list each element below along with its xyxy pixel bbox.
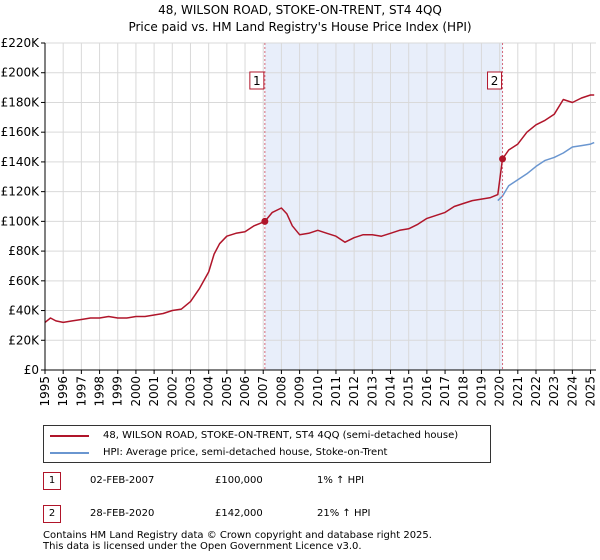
legend-label-property: 48, WILSON ROAD, STOKE-ON-TRENT, ST4 4QQ… xyxy=(103,430,459,441)
x-tick-label: 2006 xyxy=(238,376,252,407)
sale-date-1: 02-FEB-2007 xyxy=(90,475,155,486)
sale-hpi-change-2: 21% ↑ HPI xyxy=(317,508,371,519)
x-tick-label: 2003 xyxy=(183,376,197,407)
x-tick-label: 2009 xyxy=(293,376,307,407)
y-tick-label: £20K xyxy=(8,333,40,347)
x-tick-label: 1999 xyxy=(111,376,125,407)
x-tick-label: 2015 xyxy=(402,376,416,407)
sale-1-point xyxy=(261,217,269,225)
legend-swatch-hpi xyxy=(50,452,89,454)
y-tick-label: £140K xyxy=(1,155,41,169)
y-tick-label: £160K xyxy=(1,125,41,139)
series-hpi-line xyxy=(497,141,595,202)
x-tick-label: 2010 xyxy=(311,376,325,407)
chart-title-line-1: 48, WILSON ROAD, STOKE-ON-TRENT, ST4 4QQ xyxy=(158,3,442,17)
y-tick-label: £80K xyxy=(8,244,40,258)
y-tick-label: £180K xyxy=(1,95,41,109)
footer-line-2: This data is licensed under the Open Gov… xyxy=(43,541,362,552)
chart-title: 48, WILSON ROAD, STOKE-ON-TRENT, ST4 4QQ… xyxy=(0,2,600,36)
sale-price-1: £100,000 xyxy=(215,475,263,486)
x-tick-label: 2014 xyxy=(384,376,398,407)
x-tick-label: 2008 xyxy=(274,376,288,407)
x-tick-label: 1995 xyxy=(38,376,52,407)
y-tick-label: £60K xyxy=(8,274,40,288)
sale-hpi-change-1: 1% ↑ HPI xyxy=(317,475,365,486)
x-tick-label: 2007 xyxy=(256,376,270,407)
legend: 48, WILSON ROAD, STOKE-ON-TRENT, ST4 4QQ… xyxy=(43,425,491,463)
y-tick-label: £200K xyxy=(1,66,41,80)
sale-price-2: £142,000 xyxy=(215,508,263,519)
y-tick-label: £40K xyxy=(8,304,40,318)
x-tick-label: 2004 xyxy=(202,376,216,407)
x-tick-label: 2024 xyxy=(565,376,579,407)
sale-badge-1: 1 xyxy=(43,472,61,490)
x-tick-label: 2005 xyxy=(220,376,234,407)
legend-label-hpi: HPI: Average price, semi-detached house,… xyxy=(103,447,388,458)
y-tick-label: £100K xyxy=(1,214,41,228)
x-tick-label: 2019 xyxy=(474,376,488,407)
sale-date-2: 28-FEB-2020 xyxy=(90,508,155,519)
x-tick-label: 2016 xyxy=(420,376,434,407)
x-tick-label: 2021 xyxy=(511,376,525,407)
chart-title-line-2: Price paid vs. HM Land Registry's House … xyxy=(128,20,472,34)
x-tick-label: 1997 xyxy=(74,376,88,407)
sale-2-point xyxy=(499,155,507,163)
x-tick-label: 2011 xyxy=(329,376,343,407)
x-tick-label: 2000 xyxy=(129,376,143,407)
y-tick-label: £120K xyxy=(1,185,41,199)
axes: £0 £20K £40K £60K £80K £100K £120K £140K £160K £1… xyxy=(1,36,598,407)
legend-swatch-property xyxy=(50,435,89,437)
x-tick-label: 1996 xyxy=(56,376,70,407)
x-tick-label: 2012 xyxy=(347,376,361,407)
sale-1-label-box xyxy=(249,71,265,90)
sale-2-label-box xyxy=(487,71,503,90)
sale-badge-2: 2 xyxy=(43,505,61,523)
x-tick-label: 1998 xyxy=(93,376,107,407)
x-tick-label: 2017 xyxy=(438,376,452,407)
footer-attribution: Contains HM Land Registry data © Crown c… xyxy=(43,530,432,552)
footer-line-1: Contains HM Land Registry data © Crown c… xyxy=(43,530,432,541)
x-tick-label: 2020 xyxy=(493,376,507,407)
shaded-ownership-period xyxy=(264,43,503,370)
y-tick-label: £0 xyxy=(24,363,39,377)
x-tick-label: 2001 xyxy=(147,376,161,407)
x-tick-label: 2022 xyxy=(529,376,543,407)
sale-2-label: 2 xyxy=(491,74,499,88)
x-tick-label: 2002 xyxy=(165,376,179,407)
plot-background xyxy=(45,43,596,370)
x-tick-label: 2013 xyxy=(365,376,379,407)
x-tick-label: 2025 xyxy=(584,376,598,407)
x-tick-label: 2018 xyxy=(456,376,470,407)
sale-1-label: 1 xyxy=(253,74,261,88)
x-tick-label: 2023 xyxy=(547,376,561,407)
y-tick-label: £220K xyxy=(1,36,41,50)
